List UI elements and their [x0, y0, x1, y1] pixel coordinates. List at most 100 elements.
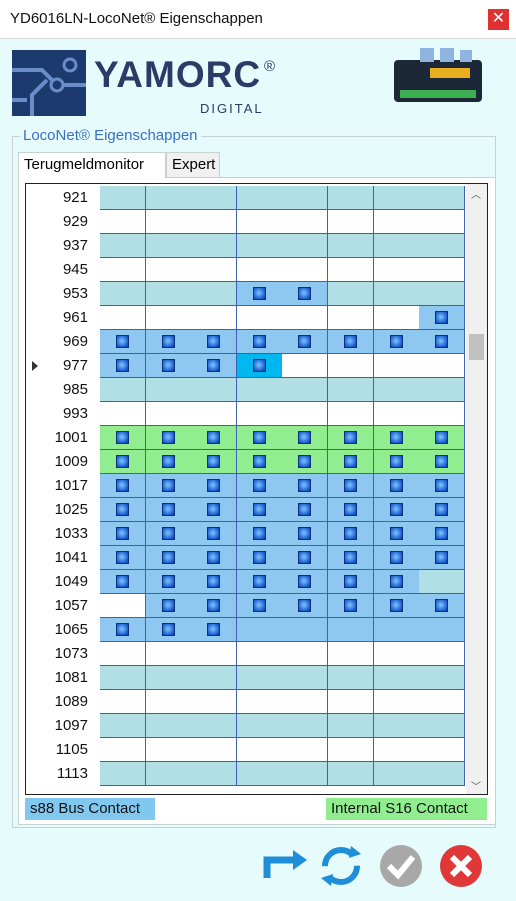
grid-cell: [328, 426, 374, 450]
grid-cell: [145, 666, 192, 690]
apply-button[interactable]: [263, 850, 307, 878]
grid-cell: [191, 570, 238, 594]
grid-cell: [145, 378, 192, 402]
contact-icon: [252, 551, 266, 564]
grid-cell: [419, 330, 466, 354]
ok-button[interactable]: [380, 845, 422, 887]
grid-cell: [419, 378, 466, 402]
grid-row: 929: [26, 210, 466, 234]
grid-cell: [100, 570, 146, 594]
grid-cell: [236, 714, 283, 738]
close-button[interactable]: ✕: [488, 9, 509, 30]
grid-cell: [100, 546, 146, 570]
grid-row: 1001: [26, 426, 466, 450]
contact-icon: [207, 359, 221, 372]
grid-cell: [419, 282, 466, 306]
scrollbar[interactable]: ︿ ﹀: [466, 184, 487, 794]
refresh-button[interactable]: [321, 846, 361, 886]
grid-cell: [100, 258, 146, 282]
grid-cell: [145, 450, 192, 474]
grid-cell: [373, 234, 420, 258]
row-label: 1009: [54, 453, 88, 470]
grid-cell: [236, 666, 283, 690]
contact-icon: [344, 551, 357, 564]
row-label: 921: [62, 189, 88, 206]
contact-icon: [161, 431, 175, 444]
grid-cell: [191, 498, 238, 522]
contact-icon: [298, 455, 312, 468]
contact-icon: [435, 599, 449, 612]
grid-cell: [236, 306, 283, 330]
cancel-button[interactable]: [440, 845, 482, 887]
grid-cell: [282, 498, 329, 522]
grid-cell: [419, 618, 466, 642]
contact-icon: [298, 479, 312, 492]
grid-cell: [100, 522, 146, 546]
contact-icon: [344, 455, 357, 468]
contact-icon: [435, 551, 449, 564]
grid-cell: [145, 642, 192, 666]
contact-icon: [298, 287, 312, 300]
grid-cell: [100, 354, 146, 378]
grid-cell: [282, 306, 329, 330]
grid-cell: [328, 234, 374, 258]
grid-cell: [145, 234, 192, 258]
grid-cell: [100, 666, 146, 690]
device-image: [394, 48, 482, 102]
grid-cell: [328, 402, 374, 426]
grid-cell: [100, 762, 146, 786]
grid-cell: [100, 690, 146, 714]
row-label: 1001: [54, 429, 88, 446]
tab[interactable]: Expert: [166, 152, 220, 177]
grid-cell: [419, 186, 466, 210]
contact-icon: [116, 527, 129, 540]
grid-cell: [100, 378, 146, 402]
grid-row: 1065: [26, 618, 466, 642]
grid-row: 961: [26, 306, 466, 330]
contact-icon: [161, 575, 175, 588]
grid-cell: [191, 594, 238, 618]
contact-icon: [344, 335, 357, 348]
grid-cell: [373, 186, 420, 210]
grid-cell: [191, 738, 238, 762]
contact-icon: [161, 599, 175, 612]
grid-cell: [100, 282, 146, 306]
grid-cell: [419, 570, 466, 594]
row-label: 1041: [54, 549, 88, 566]
grid-row: 1009: [26, 450, 466, 474]
grid-cell: [191, 330, 238, 354]
grid-cell: [282, 402, 329, 426]
grid-cell: [100, 498, 146, 522]
feedback-grid: 921 929 937 945 953 961 969 977 985 993 1001 1009 10…: [25, 183, 488, 795]
grid-cell: [328, 354, 374, 378]
grid-cell: [191, 690, 238, 714]
contact-icon: [252, 455, 266, 468]
grid-cell: [419, 762, 466, 786]
title-bar: [0, 0, 516, 39]
grid-cell: [100, 474, 146, 498]
grid-cell: [328, 498, 374, 522]
row-label: 961: [62, 309, 88, 326]
grid-cell: [419, 402, 466, 426]
grid-cell: [419, 258, 466, 282]
grid-cell: [236, 378, 283, 402]
grid-cell: [145, 426, 192, 450]
contact-icon: [344, 503, 357, 516]
contact-icon: [435, 311, 449, 324]
contact-icon: [116, 623, 129, 636]
grid-cell: [282, 258, 329, 282]
contact-icon: [298, 335, 312, 348]
grid-cell: [328, 522, 374, 546]
grid-cell: [419, 522, 466, 546]
contact-icon: [344, 431, 357, 444]
tab[interactable]: Terugmeldmonitor: [18, 152, 166, 178]
logo-icon: [12, 50, 86, 116]
grid-cell: [373, 354, 420, 378]
grid-cell: [145, 594, 192, 618]
grid-cell: [100, 306, 146, 330]
grid-cell: [191, 762, 238, 786]
grid-cell: [282, 618, 329, 642]
row-label: 977: [62, 357, 88, 374]
grid-cell: [419, 666, 466, 690]
grid-cell: [282, 714, 329, 738]
